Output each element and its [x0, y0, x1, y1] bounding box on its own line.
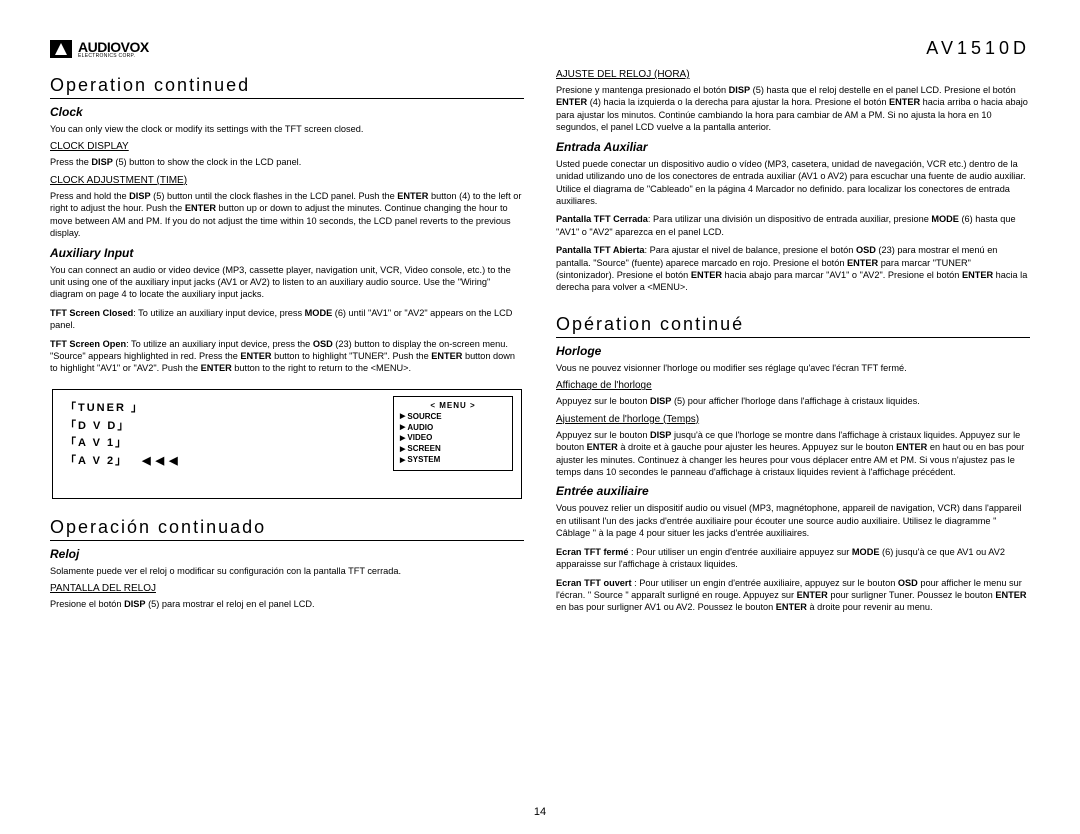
section-operation-fr: Opération continué — [556, 314, 1030, 338]
triangle-icon: ▶ — [400, 434, 405, 443]
pantalla-text: Presione el botón DISP (5) para mostrar … — [50, 598, 524, 610]
menu-opt-screen: ▶SCREEN — [400, 444, 506, 455]
entrada-intro: Usted puede conectar un dispositivo audi… — [556, 158, 1030, 208]
page-root: AUDIOVOX ELECTRONICS CORP. AV1510D Opera… — [0, 0, 1080, 620]
page-number: 14 — [0, 806, 1080, 818]
triangle-icon: ▶ — [400, 456, 405, 465]
entree-closed: Ecran TFT fermé : Pour utiliser un engin… — [556, 546, 1030, 571]
clock-adjust-text: Press and hold the DISP (5) button until… — [50, 190, 524, 240]
aux-intro: You can connect an audio or video device… — [50, 264, 524, 301]
menu-item-tuner: 「TUNER 」 — [65, 400, 373, 418]
clock-display-text: Press the DISP (5) button to show the cl… — [50, 156, 524, 168]
ajustement-text: Appuyez sur le bouton DISP jusqu'à ce qu… — [556, 429, 1030, 479]
entree-open: Ecran TFT ouvert : Pour utiliser un engi… — [556, 577, 1030, 614]
entree-intro: Vous pouvez relier un dispositif audio o… — [556, 502, 1030, 539]
triangle-icon: ▶ — [400, 445, 405, 454]
logo-mark-icon — [50, 40, 72, 58]
section-operacion: Operación continuado — [50, 517, 524, 541]
entrada-closed: Pantalla TFT Cerrada: Para utilizar una … — [556, 213, 1030, 238]
menu-item-av2: 「A V 2」◀ ◀ ◀ — [65, 453, 373, 471]
affichage-text: Appuyez sur le bouton DISP (5) pour affi… — [556, 395, 1030, 407]
clock-intro: You can only view the clock or modify it… — [50, 123, 524, 135]
menu-panel: < MENU > ▶SOURCE ▶AUDIO ▶VIDEO ▶SCREEN ▶… — [385, 390, 521, 498]
triangle-icon: ▶ — [400, 423, 405, 432]
aux-closed: TFT Screen Closed: To utilize an auxilia… — [50, 307, 524, 332]
heading-entrada: Entrada Auxiliar — [556, 140, 1030, 154]
heading-horloge: Horloge — [556, 344, 1030, 358]
menu-diagram: 「TUNER 」 「D V D」 「A V 1」 「A V 2」◀ ◀ ◀ < … — [52, 389, 522, 499]
aux-open: TFT Screen Open: To utilize an auxiliary… — [50, 338, 524, 375]
heading-clock: Clock — [50, 105, 524, 119]
menu-opt-audio: ▶AUDIO — [400, 423, 506, 434]
heading-pantalla: PANTALLA DEL RELOJ — [50, 583, 524, 594]
menu-opt-video: ▶VIDEO — [400, 433, 506, 444]
content-columns: Operation continued Clock You can only v… — [50, 69, 1030, 620]
menu-opt-system: ▶SYSTEM — [400, 455, 506, 466]
horloge-intro: Vous ne pouvez visionner l'horloge ou mo… — [556, 362, 1030, 374]
right-column: AJUSTE DEL RELOJ (HORA) Presione y mante… — [556, 69, 1030, 620]
left-column: Operation continued Clock You can only v… — [50, 69, 524, 620]
page-header: AUDIOVOX ELECTRONICS CORP. AV1510D — [50, 38, 1030, 59]
section-operation: Operation continued — [50, 75, 524, 99]
arrows-icon: ◀ ◀ ◀ — [142, 453, 179, 471]
reloj-intro: Solamente puede ver el reloj o modificar… — [50, 565, 524, 577]
menu-title: < MENU > — [400, 401, 506, 412]
heading-aux: Auxiliary Input — [50, 246, 524, 260]
model-number: AV1510D — [926, 38, 1030, 59]
heading-ajuste: AJUSTE DEL RELOJ (HORA) — [556, 69, 1030, 80]
heading-ajustement: Ajustement de l'horloge (Temps) — [556, 414, 1030, 425]
heading-entree: Entrée auxiliaire — [556, 484, 1030, 498]
heading-clock-display: CLOCK DISPLAY — [50, 141, 524, 152]
menu-opt-source: ▶SOURCE — [400, 412, 506, 423]
heading-affichage: Affichage de l'horloge — [556, 380, 1030, 391]
triangle-icon: ▶ — [400, 412, 405, 421]
entrada-open: Pantalla TFT Abierta: Para ajustar el ni… — [556, 244, 1030, 294]
brand-logo: AUDIOVOX ELECTRONICS CORP. — [50, 39, 149, 59]
menu-item-dvd: 「D V D」 — [65, 418, 373, 436]
ajuste-text: Presione y mantenga presionado el botón … — [556, 84, 1030, 134]
menu-source-list: 「TUNER 」 「D V D」 「A V 1」 「A V 2」◀ ◀ ◀ — [53, 390, 385, 498]
menu-item-av1: 「A V 1」 — [65, 435, 373, 453]
heading-reloj: Reloj — [50, 547, 524, 561]
heading-clock-adjust: CLOCK ADJUSTMENT (TIME) — [50, 175, 524, 186]
